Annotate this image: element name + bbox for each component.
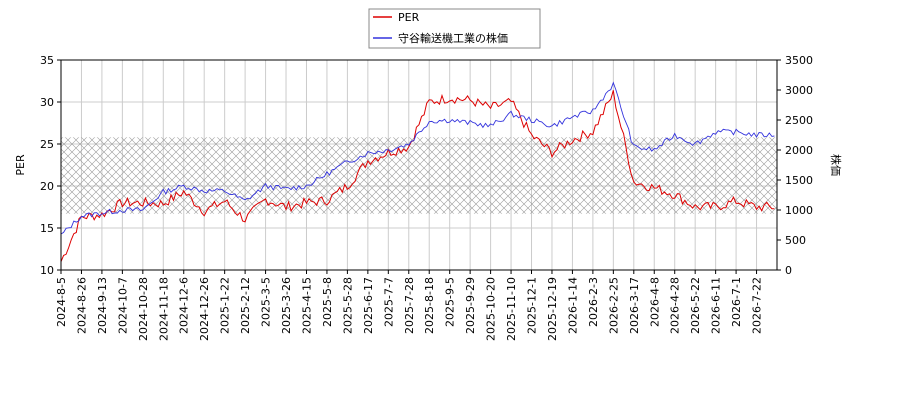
x-tick-label: 2025-4-15 bbox=[300, 277, 313, 334]
x-tick-label: 2025-3-5 bbox=[260, 277, 273, 327]
x-tick-label: 2025-3-26 bbox=[280, 277, 293, 334]
x-tick-label: 2025-5-8 bbox=[321, 277, 334, 327]
x-tick-label: 2026-7-22 bbox=[751, 277, 764, 334]
shaded-band bbox=[61, 137, 777, 214]
y-left-tick-label: 25 bbox=[40, 138, 54, 151]
x-tick-label: 2026-4-8 bbox=[648, 277, 661, 327]
y-axis-right-ticks: 0 500 1000 1500 2000 2500 3000 3500 bbox=[777, 54, 813, 277]
x-tick-label: 2025-11-10 bbox=[505, 277, 518, 341]
x-tick-label: 2025-7-7 bbox=[382, 277, 395, 327]
y-left-tick-label: 35 bbox=[40, 54, 54, 67]
y-right-tick-label: 3500 bbox=[785, 54, 813, 67]
x-tick-label: 2025-9-5 bbox=[444, 277, 457, 327]
y-right-tick-label: 0 bbox=[785, 264, 792, 277]
y-axis-right-label: 株価 bbox=[829, 154, 843, 176]
x-tick-label: 2025-10-20 bbox=[485, 277, 498, 341]
x-tick-label: 2024-8-26 bbox=[75, 277, 88, 334]
x-tick-label: 2024-11-18 bbox=[157, 277, 170, 341]
x-tick-label: 2026-6-11 bbox=[710, 277, 723, 334]
y-left-tick-label: 15 bbox=[40, 222, 54, 235]
x-tick-label: 2025-5-28 bbox=[341, 277, 354, 334]
x-tick-label: 2025-6-17 bbox=[362, 277, 375, 334]
y-left-tick-label: 10 bbox=[40, 264, 54, 277]
x-tick-label: 2026-5-22 bbox=[689, 277, 702, 334]
x-tick-label: 2026-2-25 bbox=[607, 277, 620, 334]
y-axis-left-ticks: 10 15 20 25 30 35 bbox=[40, 54, 61, 277]
x-tick-label: 2024-8-5 bbox=[55, 277, 68, 327]
x-tick-label: 2025-12-1 bbox=[526, 277, 539, 334]
x-tick-label: 2026-4-28 bbox=[669, 277, 682, 334]
x-tick-label: 2024-10-28 bbox=[137, 277, 150, 341]
y-right-tick-label: 1500 bbox=[785, 174, 813, 187]
legend: PER 守谷輸送機工業の株価 bbox=[368, 8, 541, 49]
x-tick-label: 2026-3-17 bbox=[628, 277, 641, 334]
legend-label-stock-price: 守谷輸送機工業の株価 bbox=[398, 31, 508, 45]
x-tick-label: 2026-2-3 bbox=[587, 277, 600, 327]
x-tick-label: 2025-8-18 bbox=[423, 277, 436, 334]
stock-price-series-line bbox=[61, 81, 775, 235]
y-right-tick-label: 2500 bbox=[785, 114, 813, 127]
y-right-tick-label: 1000 bbox=[785, 204, 813, 217]
y-axis-left-label: PER bbox=[14, 154, 27, 176]
x-tick-label: 2024-12-26 bbox=[198, 277, 211, 341]
y-right-tick-label: 500 bbox=[785, 234, 806, 247]
y-right-tick-label: 2000 bbox=[785, 144, 813, 157]
x-tick-label: 2025-12-19 bbox=[546, 277, 559, 341]
x-tick-label: 2024-9-13 bbox=[96, 277, 109, 334]
x-tick-label: 2025-2-12 bbox=[239, 277, 252, 334]
x-tick-label: 2025-7-28 bbox=[403, 277, 416, 334]
y-right-tick-label: 3000 bbox=[785, 84, 813, 97]
x-tick-label: 2025-9-29 bbox=[464, 277, 477, 334]
legend-label-per: PER bbox=[398, 11, 420, 24]
legend-box bbox=[368, 8, 541, 49]
per-series-line bbox=[61, 90, 775, 262]
x-tick-label: 2026-1-14 bbox=[566, 277, 579, 334]
y-left-tick-label: 20 bbox=[40, 180, 54, 193]
x-tick-label: 2024-12-6 bbox=[178, 277, 191, 334]
x-axis-ticks: 2024-8-5 2024-8-26 2024-9-13 2024-10-7 2024-… bbox=[55, 270, 764, 341]
x-tick-label: 2025-1-22 bbox=[219, 277, 232, 334]
plot-frame bbox=[60, 59, 778, 271]
x-tick-label: 2026-7-1 bbox=[730, 277, 743, 327]
y-left-tick-label: 30 bbox=[40, 96, 54, 109]
x-tick-label: 2024-10-7 bbox=[116, 277, 129, 334]
